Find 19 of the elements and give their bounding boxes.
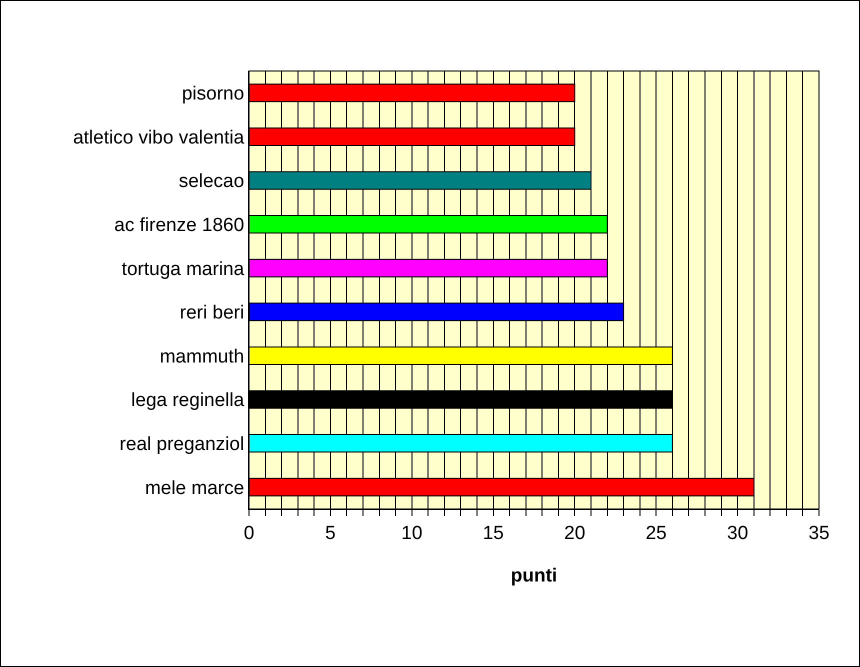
x-tick-label: 35 (808, 522, 830, 544)
y-tick-label: selecao (178, 171, 244, 192)
y-tick-label: mammuth (160, 346, 244, 368)
x-tick-label: 15 (482, 522, 504, 544)
x-axis-title: punti (510, 566, 558, 587)
y-tick-label: ac firenze 1860 (114, 214, 244, 236)
y-tick-label: lega reginella (131, 390, 245, 412)
x-tick-label: 5 (325, 522, 336, 544)
x-tick-label: 0 (244, 522, 254, 544)
y-tick-label: mele marce (144, 478, 244, 499)
x-tick-label: 20 (564, 522, 586, 544)
y-tick-label: real preganziol (120, 434, 244, 455)
x-tick-label: 10 (401, 522, 422, 544)
x-tick-label: 30 (727, 522, 748, 544)
y-tick-label: reri beri (180, 302, 244, 324)
x-tick-label: 25 (646, 522, 667, 544)
y-tick-label: tortuga marina (122, 258, 245, 280)
y-tick-label: atletico vibo valentia (73, 127, 245, 148)
y-tick-label: pisorno (182, 84, 244, 105)
